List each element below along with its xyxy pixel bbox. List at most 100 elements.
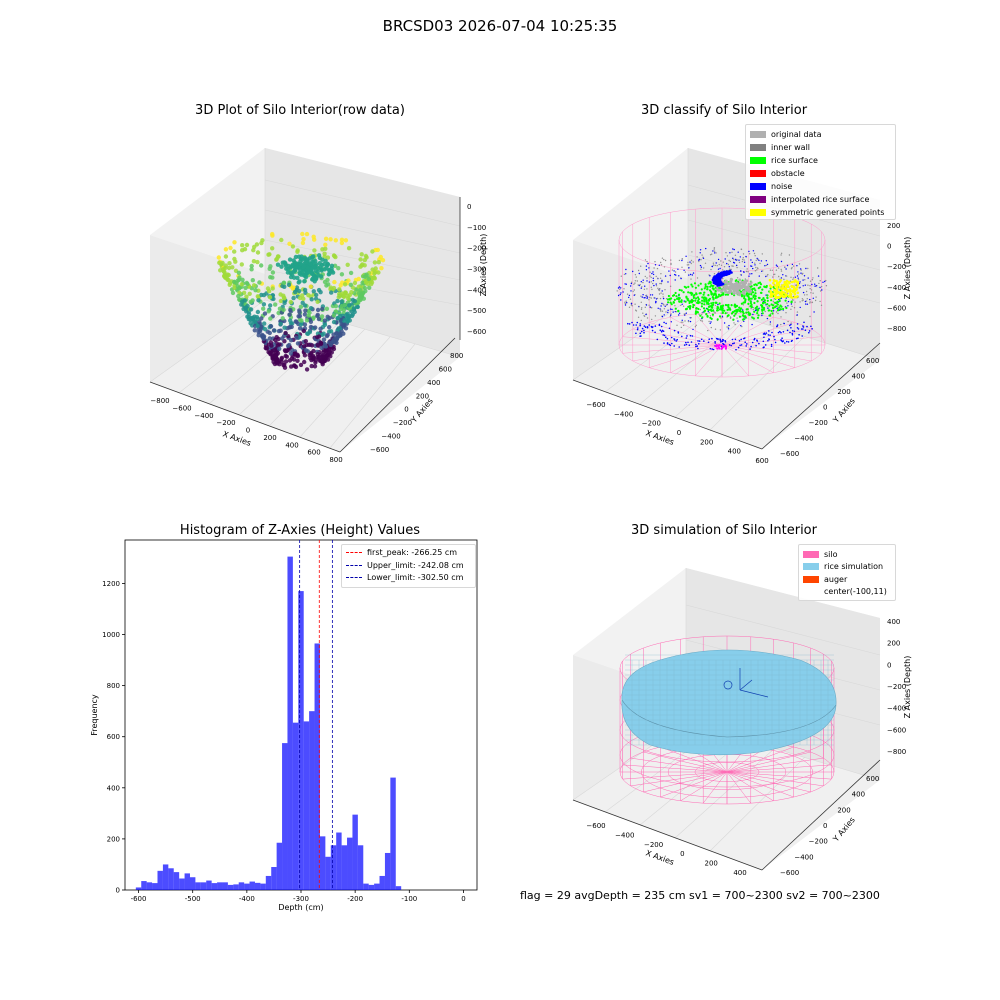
histogram-bar — [390, 777, 396, 890]
histogram-bar — [146, 882, 153, 890]
legend-label: center(-100,11) — [824, 587, 887, 597]
histogram-bar — [374, 883, 380, 890]
legend-item: center(-100,11) — [803, 586, 887, 599]
histogram-xtick-label: -500 — [185, 895, 201, 903]
histogram-bar — [157, 870, 163, 890]
histogram-legend: first_peak: -266.25 cm Upper_limit: -242.… — [341, 544, 476, 588]
histogram-title: Histogram of Z-Axies (Height) Values — [179, 523, 421, 538]
histogram-bar — [206, 880, 212, 890]
histogram-xtick-label: -300 — [293, 895, 309, 903]
histogram-bar — [352, 814, 358, 890]
histogram-xtick-label: -600 — [131, 895, 147, 903]
histogram-ytick-label: 600 — [107, 733, 120, 741]
raw-plot-title: 3D Plot of Silo Interior(row data) — [195, 103, 405, 118]
legend-label: Upper_limit: -242.08 cm — [367, 560, 464, 570]
histogram-bar — [384, 852, 391, 890]
histogram-bar — [314, 643, 320, 890]
legend-label: rice surface — [771, 156, 818, 165]
legend-label: original data — [771, 130, 822, 139]
histogram-bar — [282, 743, 288, 890]
histogram-bar — [189, 877, 196, 890]
legend-label: auger — [824, 574, 848, 584]
legend-swatch — [750, 157, 766, 164]
histogram-ytick-label: 0 — [116, 887, 120, 895]
legend-label: inner wall — [771, 143, 811, 152]
legend-item: rice simulation — [803, 561, 883, 574]
legend-item: first_peak: -266.25 cm — [346, 548, 457, 557]
histogram-bar — [330, 845, 337, 890]
histogram-bar — [238, 882, 245, 890]
histogram-bar — [303, 721, 310, 890]
histogram-bars — [135, 556, 402, 890]
legend-item: auger — [803, 573, 847, 586]
legend-label: interpolated rice surface — [771, 195, 870, 204]
legend-label: rice simulation — [824, 562, 884, 572]
histogram-bar — [244, 883, 250, 890]
legend-item: noise — [750, 180, 792, 193]
histogram-bar — [254, 882, 261, 890]
simulation-legend: silo rice simulation auger center(-100,11) — [798, 544, 896, 601]
status-footer: flag = 29 avgDepth = 235 cm sv1 = 700~23… — [520, 889, 880, 902]
histogram-bar — [141, 881, 147, 890]
figure-title: BRCSD03 2026-07-04 10:25:35 — [382, 17, 618, 35]
histogram-ylabel: Frequency — [90, 694, 99, 736]
histogram-bar — [357, 845, 364, 890]
histogram-bar — [265, 875, 272, 890]
legend-item: interpolated rice surface — [750, 193, 869, 206]
histogram-ytick-label: 200 — [107, 835, 120, 843]
histogram-bar — [179, 878, 185, 890]
histogram-bar — [379, 875, 385, 890]
histogram-ytick-label: 800 — [107, 682, 120, 690]
histogram-bar — [298, 591, 304, 890]
histogram-bar — [341, 845, 348, 890]
legend-item: silo — [803, 548, 838, 561]
histogram-xtick-label: -400 — [239, 895, 255, 903]
histogram-bar — [336, 832, 342, 890]
histogram-bar — [368, 884, 375, 890]
legend-swatch — [750, 131, 766, 138]
legend-swatch — [750, 183, 766, 190]
histogram-bar — [173, 872, 180, 890]
legend-label: Lower_limit: -302.50 cm — [367, 573, 464, 582]
legend-label: obstacle — [771, 169, 805, 178]
histogram-bar — [276, 842, 283, 890]
legend-line-swatch — [346, 564, 362, 566]
classify-legend: original data inner wall rice surface obsta… — [745, 124, 896, 220]
histogram-bar — [195, 882, 201, 890]
histogram-xlabel: Depth (cm) — [278, 903, 323, 912]
legend-item: inner wall — [750, 141, 810, 154]
histogram-bar — [184, 873, 190, 890]
histogram-bar — [162, 864, 169, 890]
histogram-bar — [363, 883, 369, 890]
histogram-bar — [292, 722, 299, 890]
legend-item: rice surface — [750, 154, 818, 167]
histogram-ytick-label: 1000 — [102, 631, 120, 639]
legend-item: symmetric generated points — [750, 206, 884, 219]
histogram-bar — [200, 882, 207, 890]
histogram-xtick-label: -200 — [347, 895, 363, 903]
histogram-bar — [211, 883, 218, 890]
histogram-bar — [152, 883, 158, 890]
classify-plot-title: 3D classify of Silo Interior — [640, 103, 808, 118]
legend-swatch — [750, 209, 766, 216]
histogram-bar — [135, 887, 142, 890]
histogram-bar — [395, 886, 402, 890]
legend-swatch — [750, 144, 766, 151]
legend-label: first_peak: -266.25 cm — [367, 548, 458, 557]
histogram-ytick-label: 1200 — [102, 580, 120, 588]
simulation-plot-title: 3D simulation of Silo Interior — [631, 523, 817, 538]
histogram-bar — [319, 836, 326, 890]
legend-item: Upper_limit: -242.08 cm — [346, 561, 464, 570]
histogram-bar — [168, 868, 174, 890]
histogram-bar — [227, 884, 234, 890]
histogram-ytick-label: 400 — [107, 784, 120, 792]
legend-item: original data — [750, 128, 821, 141]
legend-label: silo — [824, 549, 838, 559]
histogram-reference-lines — [299, 540, 333, 890]
histogram-bar — [233, 884, 239, 890]
legend-line-swatch — [346, 552, 362, 553]
legend-line-swatch — [346, 577, 362, 578]
legend-label: noise — [771, 182, 793, 191]
legend-item: Lower_limit: -302.50 cm — [346, 573, 463, 582]
